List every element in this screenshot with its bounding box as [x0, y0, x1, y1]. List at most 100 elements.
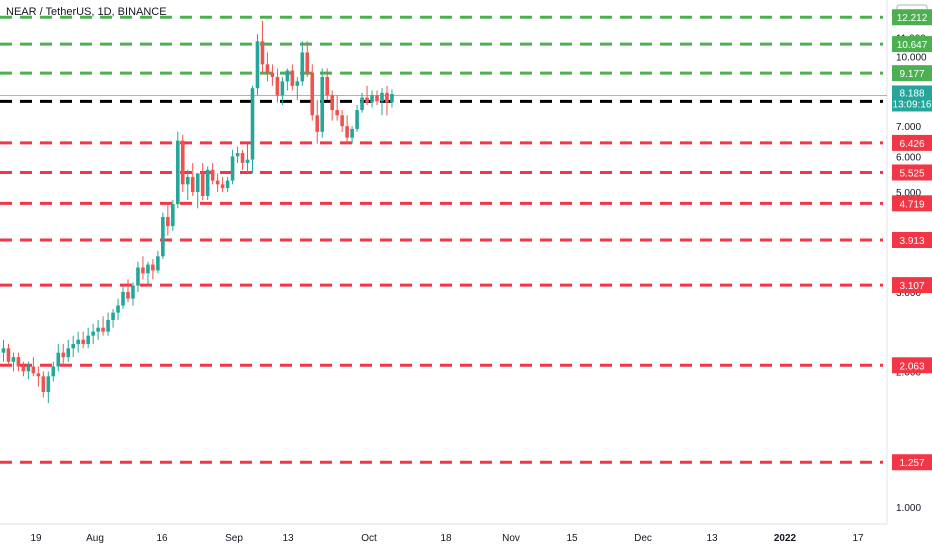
level-label-text: 6.426	[899, 139, 924, 150]
candle-up	[390, 89, 394, 108]
candle-body	[325, 76, 329, 96]
candle-up	[121, 285, 125, 310]
countdown-timer: 13:09:16	[893, 99, 932, 110]
candle-body	[230, 156, 235, 181]
candle-up	[320, 68, 325, 138]
level-label-text: 12.212	[897, 13, 928, 24]
candle-body	[385, 92, 389, 103]
candle-body	[81, 339, 85, 344]
candle-body	[141, 267, 145, 274]
candle-up	[106, 312, 110, 336]
candle-down	[375, 90, 379, 105]
candle-down	[365, 85, 369, 105]
candle-up	[255, 34, 260, 96]
price-tick-label: 7.000	[896, 122, 921, 133]
last-price-box	[892, 85, 932, 112]
level-label-box	[892, 454, 932, 471]
candle-down	[16, 352, 21, 372]
candle-down	[325, 68, 329, 101]
time-tick-label: Oct	[361, 533, 377, 544]
candle-body	[315, 115, 320, 132]
candle-body	[330, 95, 334, 111]
candle-down	[151, 259, 155, 280]
candle-up	[205, 166, 210, 200]
candle-up	[131, 282, 135, 306]
candle-body	[195, 173, 200, 193]
candle-up	[295, 76, 300, 101]
candle-down	[210, 162, 215, 185]
level-label-text: 3.913	[899, 236, 924, 247]
time-tick-label: Sep	[225, 533, 243, 544]
level-label-box	[892, 195, 932, 212]
candle-body	[26, 366, 31, 372]
level-labels: 12.21210.6479.1777.9446.4265.5254.7193.9…	[892, 9, 932, 471]
candle-down	[101, 316, 105, 336]
level-label: 9.177	[892, 65, 932, 82]
candle-body	[101, 327, 105, 332]
time-tick-label: 15	[566, 533, 578, 544]
candle-up	[56, 343, 61, 372]
candle-body	[250, 88, 255, 160]
level-label-text: 2.063	[899, 361, 924, 372]
price-tick-label: 6.000	[896, 152, 921, 163]
level-label-box	[892, 164, 932, 181]
candle-body	[51, 366, 56, 377]
time-tick-label: 17	[852, 533, 864, 544]
candle-down	[385, 85, 389, 116]
candle-body	[275, 76, 280, 96]
time-tick-label: 13	[282, 533, 294, 544]
candle-body	[215, 180, 220, 185]
candle-body	[11, 357, 16, 362]
level-label: 1.257	[892, 454, 932, 471]
candle-body	[46, 376, 51, 392]
candle-body	[36, 373, 41, 377]
candle-down	[41, 371, 46, 398]
time-tick-label: Aug	[86, 533, 104, 544]
level-label: 6.426	[892, 134, 932, 151]
candle-body	[365, 97, 369, 103]
candle-up	[111, 309, 115, 328]
level-label-text: 1.257	[899, 458, 924, 469]
candle-body	[121, 291, 125, 306]
candle-down	[275, 68, 280, 103]
candle-down	[215, 173, 220, 193]
candle-down	[340, 110, 344, 132]
candle-up	[350, 126, 354, 144]
candle-body	[300, 52, 305, 82]
level-label-box	[892, 65, 932, 82]
candle-up	[185, 169, 190, 200]
time-tick-label: 2022	[774, 533, 797, 544]
candle-up	[225, 176, 230, 193]
candle-up	[285, 68, 290, 91]
candle-up	[66, 339, 71, 362]
candle-body	[111, 312, 115, 320]
price-tick-label: 5.000	[896, 188, 921, 199]
candle-down	[36, 366, 41, 387]
candle-body	[56, 352, 61, 367]
level-label: 12.212	[892, 9, 932, 26]
candle-down	[81, 331, 85, 349]
candle-up	[26, 361, 31, 380]
candle-body	[200, 173, 205, 196]
time-tick-label: Dec	[634, 533, 652, 544]
level-label-text: 9.177	[899, 69, 924, 80]
candle-down	[166, 204, 170, 236]
candle-body	[126, 291, 130, 299]
candle-down	[305, 41, 310, 77]
candle-up	[71, 335, 76, 358]
grid	[0, 0, 888, 525]
candle-down	[190, 162, 195, 196]
candle-up	[280, 76, 285, 105]
candle-up	[116, 298, 120, 320]
candle-body	[185, 176, 190, 185]
candle-up	[1, 339, 6, 362]
level-label-box	[892, 277, 932, 294]
level-label-box	[892, 231, 932, 248]
candle-up	[91, 323, 95, 344]
candle-down	[61, 343, 66, 367]
candle-down	[180, 134, 185, 193]
candle-down	[270, 64, 275, 86]
candle-body	[180, 140, 185, 185]
